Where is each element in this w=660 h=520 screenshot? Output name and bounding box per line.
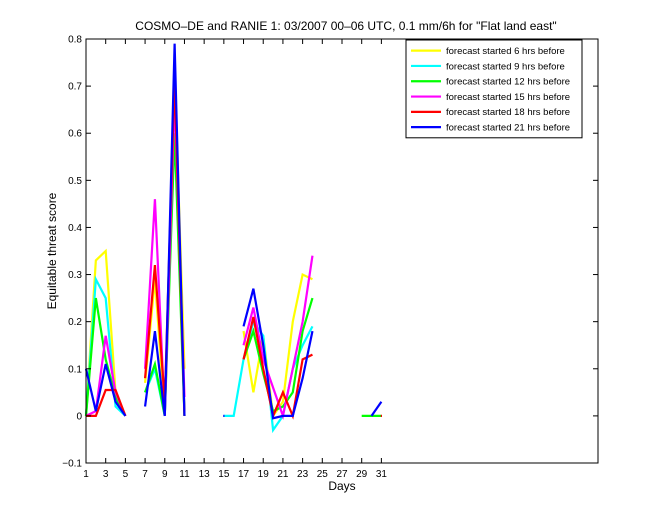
series-6-line-segment-2 [143,43,186,417]
y-tick-label: 0.7 [68,82,82,93]
series-layer [84,43,383,434]
series-6 [84,43,383,420]
y-tick-label: 0.5 [68,176,82,187]
y-axis-title: Equitable threat score [45,192,59,309]
series-3-line-segment-1 [84,297,127,417]
x-axis-title: Days [328,479,355,493]
y-tick-label: 0.2 [68,317,82,328]
series-5-line-segment-3 [242,316,313,420]
x-tick-label: 3 [103,469,109,480]
series-6-line-segment-1 [84,363,127,417]
x-tick-label: 11 [179,469,190,480]
legend-label-4: forecast started 15 hrs before [446,92,570,103]
y-tick-label: 0.8 [68,35,82,46]
legend-box [405,39,583,139]
x-tick-label: 23 [297,469,309,480]
y-tick-label: 0 [76,411,82,422]
y-tick-label: 0.6 [68,129,82,140]
x-tick-label: 13 [199,469,211,480]
legend: forecast started 6 hrs before forecast st… [405,39,583,139]
series-6-line-segment-5 [370,401,383,417]
series-6-line-segment-4 [242,288,314,420]
x-tick-label: 31 [376,469,388,480]
x-tick-label: 29 [356,469,368,480]
y-tick-label: 0.3 [68,270,82,281]
x-tick-label: 1 [83,469,89,480]
series-5-line-segment-1 [86,388,127,417]
series-3-line-segment-3 [242,297,314,413]
chart-title: COSMO–DE and RANIE 1: 03/2007 00–06 UTC,… [135,19,556,33]
axes-layer: 1 3 5 7 9 11 13 15 17 19 21 23 25 27 29 31−0.100.10.20.… [62,35,599,480]
x-tick-label: 5 [123,469,129,480]
y-tick-label: 0.1 [68,364,82,375]
x-tick-label: 21 [277,469,289,480]
x-tick-label: 25 [317,469,329,480]
x-tick-label: 27 [336,469,348,480]
legend-label-5: forecast started 18 hrs before [446,107,570,118]
x-tick-label: 19 [258,469,270,480]
x-tick-label: 15 [218,469,230,480]
legend-label-3: forecast started 12 hrs before [446,77,570,88]
x-tick-label: 9 [162,469,168,480]
x-tick-label: 17 [238,469,250,480]
y-tick-label: −0.1 [62,459,82,470]
legend-label-6: forecast started 21 hrs before [446,122,570,133]
legend-label-2: forecast started 9 hrs before [446,61,565,72]
y-tick-label: 0.4 [68,223,82,234]
legend-label-1: forecast started 6 hrs before [446,46,565,57]
x-tick-label: 7 [142,469,148,480]
